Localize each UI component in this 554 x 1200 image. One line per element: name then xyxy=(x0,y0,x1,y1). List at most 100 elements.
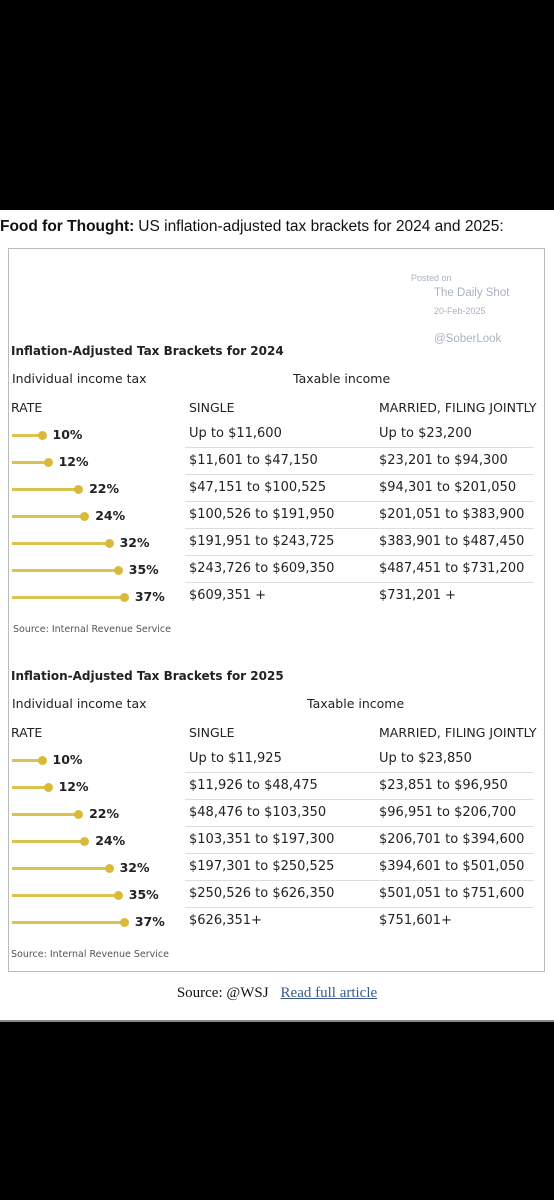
group-label: Individual income tax xyxy=(12,696,147,711)
rate-bar xyxy=(12,515,85,518)
rate-label: 24% xyxy=(95,508,126,523)
row-divider xyxy=(185,826,533,827)
married-income: $731,201 + xyxy=(379,588,457,603)
table-source: Source: Internal Revenue Service xyxy=(13,624,171,635)
rate-dot xyxy=(37,431,47,440)
table-title: Inflation-Adjusted Tax Brackets for 2024 xyxy=(11,344,284,358)
rate-label: 12% xyxy=(58,454,89,469)
single-income: Up to $11,925 xyxy=(189,751,282,766)
married-income: Up to $23,200 xyxy=(379,426,472,441)
rate-dot xyxy=(119,593,129,602)
row-divider xyxy=(185,853,533,854)
married-income: $23,851 to $96,950 xyxy=(379,778,508,793)
row-divider xyxy=(185,799,533,800)
rate-bar xyxy=(12,461,48,464)
rate-dot xyxy=(104,539,114,548)
married-income: $201,051 to $383,900 xyxy=(379,507,525,522)
group-label: Individual income tax xyxy=(12,371,147,386)
table-title: Inflation-Adjusted Tax Brackets for 2025 xyxy=(11,669,284,683)
image: Posted on The Daily Shot 20-Feb-2025 @So… xyxy=(8,248,545,972)
rate-dot xyxy=(80,837,90,846)
rate-bar xyxy=(12,759,42,762)
rate-bar xyxy=(12,813,79,816)
rate-label: 10% xyxy=(52,427,83,442)
rate-dot xyxy=(43,458,53,467)
married-income: $501,051 to $751,600 xyxy=(379,886,525,901)
rate-label: 37% xyxy=(134,914,165,929)
footer-source: Source: @WSJ xyxy=(176,985,269,1001)
rate-bar xyxy=(12,840,85,843)
rate-label: 10% xyxy=(52,752,83,767)
married-income: $751,601+ xyxy=(379,913,452,928)
single-income: $100,526 to $191,950 xyxy=(189,507,335,522)
rate-bar xyxy=(12,569,118,572)
row-divider xyxy=(185,555,533,556)
divider xyxy=(0,1020,554,1022)
column-header: SINGLE xyxy=(189,400,235,415)
row-divider xyxy=(185,474,533,475)
rate-label: 22% xyxy=(89,481,120,496)
married-income: $383,901 to $487,450 xyxy=(379,534,525,549)
header-text: US inflation-adjusted tax brackets for 2… xyxy=(138,218,504,235)
post-header: Food for Thought: US inflation-adjusted t… xyxy=(0,218,504,236)
married-income: $487,451 to $731,200 xyxy=(379,561,525,576)
rate-bar xyxy=(12,867,109,870)
single-income: $626,351+ xyxy=(189,913,262,928)
rate-label: 32% xyxy=(119,535,150,550)
single-income: $250,526 to $626,350 xyxy=(189,886,335,901)
rate-label: 24% xyxy=(95,833,126,848)
rate-dot xyxy=(37,756,47,765)
group-label: Taxable income xyxy=(307,696,405,711)
single-income: $11,601 to $47,150 xyxy=(189,453,318,468)
single-income: $11,926 to $48,475 xyxy=(189,778,318,793)
lead: Food for Thought: xyxy=(0,218,135,235)
rate-label: 12% xyxy=(58,779,89,794)
rate-dot xyxy=(113,566,123,575)
column-header: MARRIED, FILING JOINTLY xyxy=(379,400,537,415)
rate-dot xyxy=(74,485,84,494)
column-header: MARRIED, FILING JOINTLY xyxy=(379,725,537,740)
row-divider xyxy=(185,907,533,908)
rate-bar xyxy=(12,786,48,789)
rate-dot xyxy=(113,891,123,900)
rate-dot xyxy=(80,512,90,521)
rate-dot xyxy=(43,783,53,792)
rate-label: 37% xyxy=(134,589,165,604)
single-income: Up to $11,600 xyxy=(189,426,282,441)
married-income: $96,951 to $206,700 xyxy=(379,805,517,820)
single-income: $48,476 to $103,350 xyxy=(189,805,327,820)
rate-label: 32% xyxy=(119,860,150,875)
rate-label: 35% xyxy=(128,887,159,902)
watermark: Posted on xyxy=(411,273,452,283)
single-income: $103,351 to $197,300 xyxy=(189,832,335,847)
rate-bar xyxy=(12,488,79,491)
rate-bar xyxy=(12,596,124,599)
row-divider xyxy=(185,528,533,529)
watermark: The Daily Shot xyxy=(434,287,510,299)
rate-dot xyxy=(74,810,84,819)
row-divider xyxy=(185,772,533,773)
row-divider xyxy=(185,582,533,583)
watermark: @SoberLook xyxy=(434,333,502,345)
row-divider xyxy=(185,880,533,881)
column-header: RATE xyxy=(11,725,43,740)
rate-dot xyxy=(119,918,129,927)
row-divider xyxy=(185,447,533,448)
single-income: $609,351 + xyxy=(189,588,267,603)
rate-bar xyxy=(12,434,42,437)
married-income: $23,201 to $94,300 xyxy=(379,453,508,468)
single-income: $243,726 to $609,350 xyxy=(189,561,335,576)
table-source: Source: Internal Revenue Service xyxy=(11,949,169,960)
group-label: Taxable income xyxy=(293,371,391,386)
single-income: $197,301 to $250,525 xyxy=(189,859,335,874)
rate-bar xyxy=(12,542,109,545)
column-header: SINGLE xyxy=(189,725,235,740)
single-income: $47,151 to $100,525 xyxy=(189,480,327,495)
row-divider xyxy=(185,501,533,502)
single-income: $191,951 to $243,725 xyxy=(189,534,335,549)
article-link[interactable]: Read full article xyxy=(280,985,378,1001)
column-header: RATE xyxy=(11,400,43,415)
married-income: Up to $23,850 xyxy=(379,751,472,766)
married-income: $206,701 to $394,600 xyxy=(379,832,525,847)
